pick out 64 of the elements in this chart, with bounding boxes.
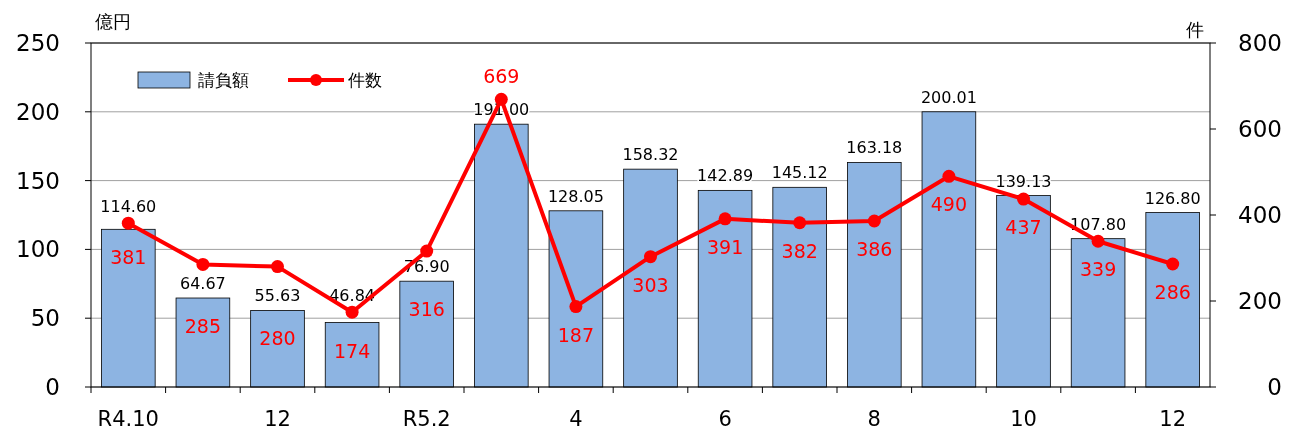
data-label: 339 — [1079, 258, 1117, 281]
x-tick-label: 4 — [569, 407, 583, 431]
point — [793, 216, 807, 230]
y2-tick-label: 200 — [1238, 288, 1282, 314]
x-tick-label: 12 — [1159, 407, 1187, 431]
data-label: 316 — [408, 298, 445, 321]
data-label: 114.60 — [100, 197, 157, 217]
data-label: 139.13 — [995, 171, 1052, 191]
data-label: 163.18 — [846, 138, 903, 158]
point — [569, 300, 583, 314]
y2-tick-label: 0 — [1267, 374, 1282, 400]
y-axis-title: 億円 — [95, 11, 131, 32]
data-label: 381 — [110, 246, 147, 269]
point — [942, 169, 956, 183]
data-label: 142.89 — [697, 166, 754, 186]
data-label: 386 — [856, 238, 893, 261]
x-tick-label: R5.2 — [402, 407, 451, 431]
data-label: 391 — [706, 235, 744, 258]
data-label: 382 — [781, 239, 818, 262]
legend-label: 請負額 — [198, 70, 249, 90]
x-tick-label: 12 — [264, 407, 291, 431]
data-label: 107.80 — [1070, 214, 1127, 234]
data-label: 174 — [333, 339, 371, 362]
point — [1166, 257, 1180, 271]
data-label: 285 — [184, 315, 222, 338]
data-label: 303 — [632, 273, 669, 296]
y-tick-label: 150 — [16, 167, 60, 194]
point — [1017, 192, 1030, 206]
point — [718, 212, 732, 226]
y-tick-label: 250 — [16, 30, 60, 56]
point — [345, 305, 359, 319]
point — [271, 260, 284, 274]
point — [867, 214, 881, 228]
point — [196, 257, 210, 271]
y-tick-label: 0 — [45, 374, 60, 400]
x-tick-label: 10 — [1010, 407, 1037, 431]
data-label: 669 — [483, 65, 520, 88]
x-tick-label: 8 — [867, 407, 881, 431]
point — [420, 244, 434, 258]
y-tick-label: 200 — [16, 98, 60, 125]
data-label: 145.12 — [771, 163, 828, 183]
point — [644, 250, 657, 264]
data-label: 187 — [557, 323, 595, 346]
y2-tick-label: 400 — [1238, 202, 1282, 228]
x-tick-label: 6 — [718, 407, 732, 431]
y2-axis-title: 件 — [1186, 19, 1204, 40]
y-tick-label: 100 — [16, 236, 60, 263]
data-label: 158.32 — [622, 145, 679, 165]
y2-tick-label: 600 — [1238, 116, 1282, 142]
point — [121, 216, 135, 230]
data-label: 55.63 — [254, 286, 301, 306]
x-tick-label: R4.10 — [97, 407, 159, 431]
data-label: 490 — [930, 193, 968, 216]
data-label: 437 — [1005, 216, 1042, 239]
y2-tick-label: 800 — [1238, 30, 1282, 56]
data-label: 280 — [259, 327, 296, 350]
point — [1091, 234, 1105, 248]
data-label: 128.05 — [547, 186, 604, 206]
data-label: 64.67 — [179, 274, 226, 294]
legend-label: 件数 — [348, 70, 382, 90]
data-label: 200.01 — [920, 87, 977, 107]
y-tick-label: 50 — [30, 305, 60, 332]
data-label: 126.80 — [1144, 188, 1201, 208]
data-label: 286 — [1154, 281, 1191, 304]
